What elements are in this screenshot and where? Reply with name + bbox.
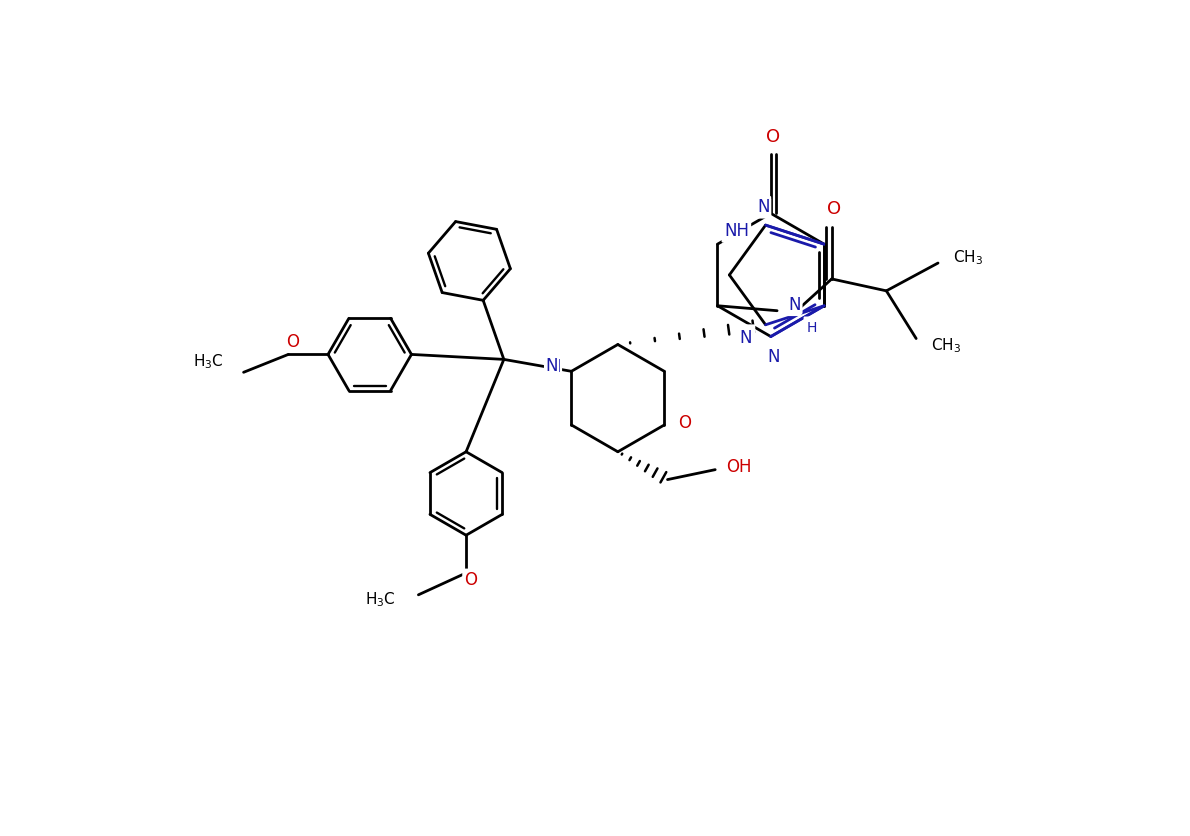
Text: CH$_3$: CH$_3$ — [953, 248, 983, 268]
Text: NH: NH — [725, 222, 750, 240]
Text: O: O — [464, 572, 476, 590]
Text: N: N — [739, 329, 752, 346]
Text: H$_3$C: H$_3$C — [194, 352, 224, 370]
Text: N: N — [766, 346, 779, 364]
Text: O: O — [283, 334, 296, 352]
Text: N: N — [768, 348, 781, 366]
Text: N: N — [789, 295, 801, 314]
Text: N: N — [757, 200, 770, 218]
Text: O: O — [464, 570, 477, 589]
Text: N: N — [788, 298, 800, 315]
Text: O: O — [765, 128, 779, 145]
Text: O: O — [825, 202, 839, 220]
Text: N: N — [757, 198, 770, 216]
Text: N: N — [741, 326, 754, 344]
Text: O: O — [676, 414, 689, 431]
Text: O: O — [827, 200, 841, 218]
Text: H$_3$C: H$_3$C — [369, 591, 399, 609]
Text: O: O — [286, 332, 299, 350]
Text: CH$_3$: CH$_3$ — [931, 336, 962, 354]
Text: O: O — [764, 130, 778, 148]
Text: O: O — [677, 414, 690, 431]
Text: N: N — [545, 357, 558, 375]
Text: CH$_3$: CH$_3$ — [929, 336, 959, 354]
Text: OH: OH — [725, 458, 750, 476]
Text: N: N — [549, 358, 560, 376]
Text: H: H — [804, 319, 815, 332]
Text: OH: OH — [726, 457, 752, 475]
Text: H: H — [807, 320, 818, 334]
Text: H$_3$C: H$_3$C — [196, 354, 227, 372]
Text: H$_3$C: H$_3$C — [365, 589, 396, 609]
Text: CH$_3$: CH$_3$ — [951, 248, 981, 268]
Text: NH: NH — [722, 224, 747, 242]
